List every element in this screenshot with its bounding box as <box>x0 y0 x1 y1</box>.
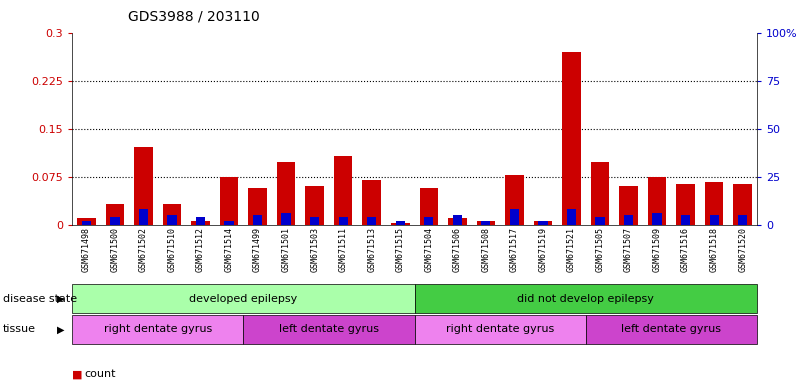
Text: left dentate gyrus: left dentate gyrus <box>279 324 379 334</box>
Bar <box>163 204 181 225</box>
Bar <box>253 215 262 225</box>
Text: left dentate gyrus: left dentate gyrus <box>622 324 722 334</box>
Bar <box>567 209 576 225</box>
Bar <box>281 213 291 225</box>
Bar <box>244 315 415 344</box>
Text: count: count <box>84 369 115 379</box>
Bar <box>509 209 519 225</box>
Text: right dentate gyrus: right dentate gyrus <box>103 324 211 334</box>
Bar <box>505 175 524 225</box>
Bar <box>134 147 153 225</box>
Bar <box>167 215 176 225</box>
Bar <box>310 217 320 225</box>
Text: ■: ■ <box>72 369 83 379</box>
Bar <box>653 213 662 225</box>
Bar <box>710 215 718 225</box>
Bar <box>676 184 695 225</box>
Bar <box>248 188 267 225</box>
Bar <box>448 218 467 225</box>
Bar <box>391 223 409 225</box>
Bar <box>734 184 752 225</box>
Bar <box>648 177 666 225</box>
Text: right dentate gyrus: right dentate gyrus <box>446 324 554 334</box>
Bar <box>196 217 205 225</box>
Bar <box>453 215 462 225</box>
Text: tissue: tissue <box>3 324 36 334</box>
Bar <box>533 222 552 225</box>
Bar <box>72 315 244 344</box>
Bar <box>334 156 352 225</box>
Text: GDS3988 / 203110: GDS3988 / 203110 <box>128 10 260 23</box>
Bar <box>362 180 381 225</box>
Bar <box>562 52 581 225</box>
Bar <box>396 221 405 225</box>
Bar <box>624 215 633 225</box>
Bar <box>339 217 348 225</box>
Bar <box>111 217 119 225</box>
Bar <box>538 221 548 225</box>
Bar <box>82 221 91 225</box>
Bar <box>305 186 324 225</box>
Bar <box>191 222 210 225</box>
Text: did not develop epilepsy: did not develop epilepsy <box>517 293 654 304</box>
Bar <box>277 162 296 225</box>
Text: ▶: ▶ <box>58 293 65 304</box>
Bar <box>139 209 148 225</box>
Bar <box>425 217 433 225</box>
Bar <box>77 218 95 225</box>
Bar <box>420 188 438 225</box>
Bar <box>481 221 490 225</box>
Bar <box>705 182 723 225</box>
Text: developed epilepsy: developed epilepsy <box>189 293 297 304</box>
Bar <box>681 215 690 225</box>
Bar <box>595 217 605 225</box>
Bar <box>219 177 239 225</box>
Text: ▶: ▶ <box>58 324 65 334</box>
Bar <box>477 222 495 225</box>
Bar <box>72 284 415 313</box>
Bar <box>590 162 610 225</box>
Bar <box>106 204 124 225</box>
Text: disease state: disease state <box>3 293 78 304</box>
Bar <box>415 315 586 344</box>
Bar <box>619 186 638 225</box>
Bar <box>224 221 234 225</box>
Bar <box>586 315 757 344</box>
Bar <box>367 217 376 225</box>
Bar <box>415 284 757 313</box>
Bar <box>738 215 747 225</box>
